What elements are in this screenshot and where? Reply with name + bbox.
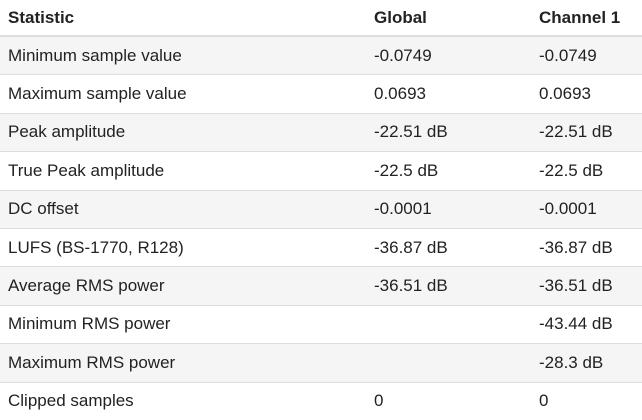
statistic-cell: Average RMS power bbox=[0, 266, 366, 306]
table-body: Minimum sample value -0.0749 -0.0749 Maximu… bbox=[0, 35, 642, 420]
statistic-cell: True Peak amplitude bbox=[0, 151, 366, 191]
global-value-cell bbox=[366, 304, 531, 344]
table-row: Maximum RMS power -28.3 dB bbox=[0, 343, 642, 383]
channel-1-value-cell: 0.0693 bbox=[531, 74, 642, 114]
table-row: DC offset -0.0001 -0.0001 bbox=[0, 189, 642, 229]
channel-1-value-cell: -36.51 dB bbox=[531, 266, 642, 306]
column-header-global: Global bbox=[366, 0, 531, 37]
table-row: Maximum sample value 0.0693 0.0693 bbox=[0, 74, 642, 114]
statistic-cell: DC offset bbox=[0, 189, 366, 229]
channel-1-value-cell: -22.5 dB bbox=[531, 151, 642, 191]
global-value-cell: -22.5 dB bbox=[366, 151, 531, 191]
statistic-cell: Minimum RMS power bbox=[0, 304, 366, 344]
global-value-cell: -36.51 dB bbox=[366, 266, 531, 306]
statistic-cell: Peak amplitude bbox=[0, 112, 366, 152]
statistic-cell: Maximum RMS power bbox=[0, 343, 366, 383]
table-row: True Peak amplitude -22.5 dB -22.5 dB bbox=[0, 151, 642, 191]
global-value-cell: -0.0001 bbox=[366, 189, 531, 229]
column-header-channel-1: Channel 1 bbox=[531, 0, 642, 37]
column-header-statistic: Statistic bbox=[0, 0, 366, 37]
channel-1-value-cell: -28.3 dB bbox=[531, 343, 642, 383]
global-value-cell: -36.87 dB bbox=[366, 227, 531, 267]
global-value-cell: -22.51 dB bbox=[366, 112, 531, 152]
table-row: Peak amplitude -22.51 dB -22.51 dB bbox=[0, 112, 642, 152]
header-row: Statistic Global Channel 1 bbox=[0, 0, 642, 37]
global-value-cell bbox=[366, 343, 531, 383]
table-row: LUFS (BS-1770, R128) -36.87 dB -36.87 dB bbox=[0, 227, 642, 267]
table-row: Clipped samples 0 0 bbox=[0, 381, 642, 420]
statistic-cell: LUFS (BS-1770, R128) bbox=[0, 227, 366, 267]
global-value-cell: -0.0749 bbox=[366, 35, 531, 75]
statistic-cell: Minimum sample value bbox=[0, 35, 366, 75]
global-value-cell: 0 bbox=[366, 381, 531, 420]
channel-1-value-cell: -0.0001 bbox=[531, 189, 642, 229]
channel-1-value-cell: -43.44 dB bbox=[531, 304, 642, 344]
channel-1-value-cell: -0.0749 bbox=[531, 35, 642, 75]
channel-1-value-cell: -22.51 dB bbox=[531, 112, 642, 152]
table-row: Minimum sample value -0.0749 -0.0749 bbox=[0, 35, 642, 75]
channel-1-value-cell: -36.87 dB bbox=[531, 227, 642, 267]
channel-1-value-cell: 0 bbox=[531, 381, 642, 420]
table-header: Statistic Global Channel 1 bbox=[0, 0, 642, 37]
statistic-cell: Maximum sample value bbox=[0, 74, 366, 114]
statistic-cell: Clipped samples bbox=[0, 381, 366, 420]
table-row: Minimum RMS power -43.44 dB bbox=[0, 304, 642, 344]
table-row: Average RMS power -36.51 dB -36.51 dB bbox=[0, 266, 642, 306]
global-value-cell: 0.0693 bbox=[366, 74, 531, 114]
